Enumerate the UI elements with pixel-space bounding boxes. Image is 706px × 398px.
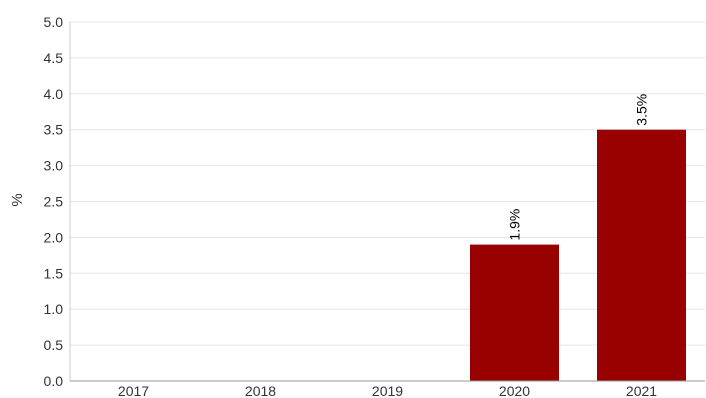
y-tick-label: 3.5 [44,122,64,138]
y-tick-label: 5.0 [44,14,64,30]
y-tick-label: 3.0 [44,158,64,174]
x-tick-label: 2019 [372,383,403,398]
y-tick-label: 1.5 [44,265,64,281]
y-axis-title: % [9,193,26,206]
y-tick-label: 0.5 [44,337,64,353]
y-tick-label: 2.5 [44,194,64,210]
y-tick-label: 4.5 [44,50,64,66]
x-tick-label: 2018 [245,383,276,398]
gridlines [70,21,705,346]
bars: 1.9% 3.5% [470,94,686,381]
y-tick-label: 0.0 [44,373,64,389]
x-tick-label: 2017 [118,383,149,398]
y-tick-label: 2.0 [44,229,64,245]
bar-data-label: 1.9% [507,209,523,241]
x-tick-label: 2021 [626,383,657,398]
x-tick-label: 2020 [499,383,530,398]
bar-2021 [597,129,686,381]
bar-2020 [470,244,559,381]
axes: 0.0 0.5 1.0 1.5 2.0 2.5 3.0 3.5 4.0 4.5 5.0 2017 201… [44,14,705,398]
y-tick-label: 4.0 [44,86,64,102]
y-tick-label: 1.0 [44,301,64,317]
bar-data-label: 3.5% [634,94,650,126]
